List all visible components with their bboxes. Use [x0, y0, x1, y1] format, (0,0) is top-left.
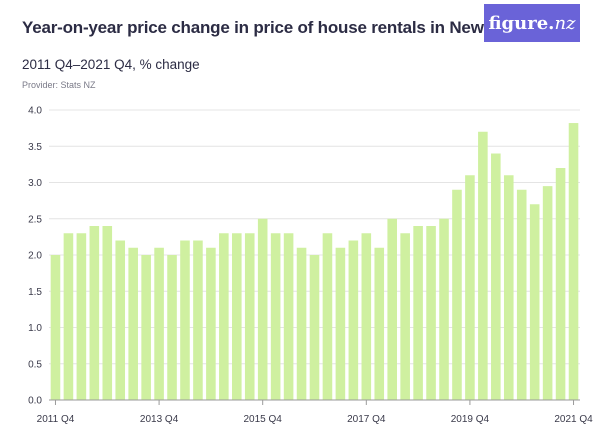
bar [63, 233, 74, 400]
x-tick-label: 2015 Q4 [244, 414, 283, 425]
y-tick-label: 3.0 [28, 178, 42, 189]
bar [387, 218, 397, 400]
bar [244, 233, 255, 400]
y-tick-label: 0.5 [28, 359, 42, 370]
x-tick-label: 2011 Q4 [37, 414, 75, 425]
y-tick-label: 4.0 [28, 106, 42, 117]
bar [128, 247, 138, 400]
y-tick-label: 1.5 [28, 287, 42, 298]
y-tick-label: 2.0 [28, 251, 42, 262]
bar [76, 233, 87, 400]
bar [270, 233, 281, 400]
bar [283, 233, 294, 400]
x-tick-label: 2021 Q4 [554, 414, 593, 425]
bar [309, 255, 320, 400]
bar [568, 123, 579, 401]
bar [167, 255, 177, 400]
bar [361, 233, 372, 400]
x-tick-label: 2013 Q4 [140, 414, 179, 425]
logo-text: figure. [488, 12, 555, 34]
bar [348, 240, 359, 400]
x-tick-label: 2017 Q4 [347, 414, 386, 425]
bar [232, 233, 242, 400]
bar [335, 247, 346, 400]
chart-subtitle: 2011 Q4–2021 Q4, % change [22, 57, 200, 72]
bar [400, 233, 410, 400]
bar [102, 226, 113, 400]
bar [439, 218, 449, 400]
y-tick-label: 0.0 [28, 396, 42, 407]
bar [322, 233, 333, 400]
bar [452, 189, 462, 400]
bar [503, 175, 514, 400]
figure-nz-logo[interactable]: figure. nz [484, 4, 580, 42]
bar [154, 247, 164, 400]
bar [141, 255, 151, 400]
logo-text-accent: nz [554, 12, 576, 34]
bar [257, 218, 268, 400]
bar [555, 168, 566, 400]
y-tick-label: 3.5 [28, 142, 42, 153]
bar [219, 233, 229, 400]
bar [529, 204, 540, 400]
chart-title: Year-on-year price change in price of ho… [22, 18, 552, 37]
provider-text: Provider: Stats NZ [22, 80, 96, 90]
bar [115, 240, 126, 400]
y-tick-label: 1.0 [28, 323, 42, 334]
bar [426, 226, 436, 400]
bar [180, 240, 190, 400]
bar [296, 247, 307, 400]
bar [516, 189, 527, 400]
bar [542, 186, 553, 400]
x-tick-label: 2019 Q4 [451, 414, 490, 425]
bar [478, 131, 488, 400]
bar [465, 175, 475, 400]
bar [491, 153, 501, 400]
bar [50, 255, 61, 400]
y-tick-label: 2.5 [28, 214, 42, 225]
bar [89, 226, 100, 400]
bar [206, 247, 216, 400]
bar [413, 226, 423, 400]
bar [374, 247, 385, 400]
bar [193, 240, 203, 400]
